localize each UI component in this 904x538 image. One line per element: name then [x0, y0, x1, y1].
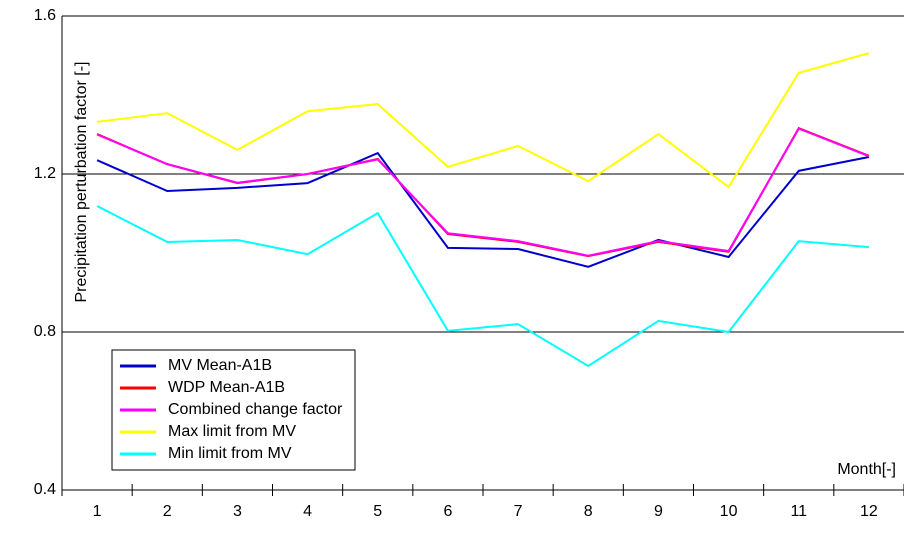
x-tick-label: 7 [514, 503, 523, 520]
x-tick-label: 6 [443, 503, 452, 520]
series-line [96, 127, 870, 257]
series-line [96, 205, 870, 368]
y-tick-label: 0.4 [34, 481, 56, 498]
x-axis-label: Month[-] [837, 461, 896, 478]
x-tick-label: 9 [654, 503, 663, 520]
y-tick-label: 1.2 [34, 165, 56, 182]
y-tick-label: 1.6 [34, 7, 56, 24]
series-line [96, 151, 870, 268]
x-tick-label: 4 [303, 503, 312, 520]
x-tick-label: 11 [790, 503, 807, 520]
x-tick-label: 5 [373, 503, 382, 520]
legend-label: Min limit from MV [168, 445, 292, 462]
x-tick-label: 8 [584, 503, 593, 520]
x-tick-label: 12 [860, 503, 878, 520]
x-tick-label: 2 [163, 503, 172, 520]
legend-label: MV Mean-A1B [168, 357, 272, 374]
legend-label: WDP Mean-A1B [168, 379, 285, 396]
legend-label: Max limit from MV [168, 423, 296, 440]
y-tick-label: 0.8 [34, 323, 56, 340]
x-tick-label: 3 [233, 503, 242, 520]
x-tick-label: 1 [93, 503, 102, 520]
x-tick-label: 10 [720, 503, 738, 520]
y-axis-label: Precipitation perturbation factor [-] [73, 61, 90, 302]
series-line [96, 52, 870, 189]
legend-label: Combined change factor [168, 401, 343, 418]
